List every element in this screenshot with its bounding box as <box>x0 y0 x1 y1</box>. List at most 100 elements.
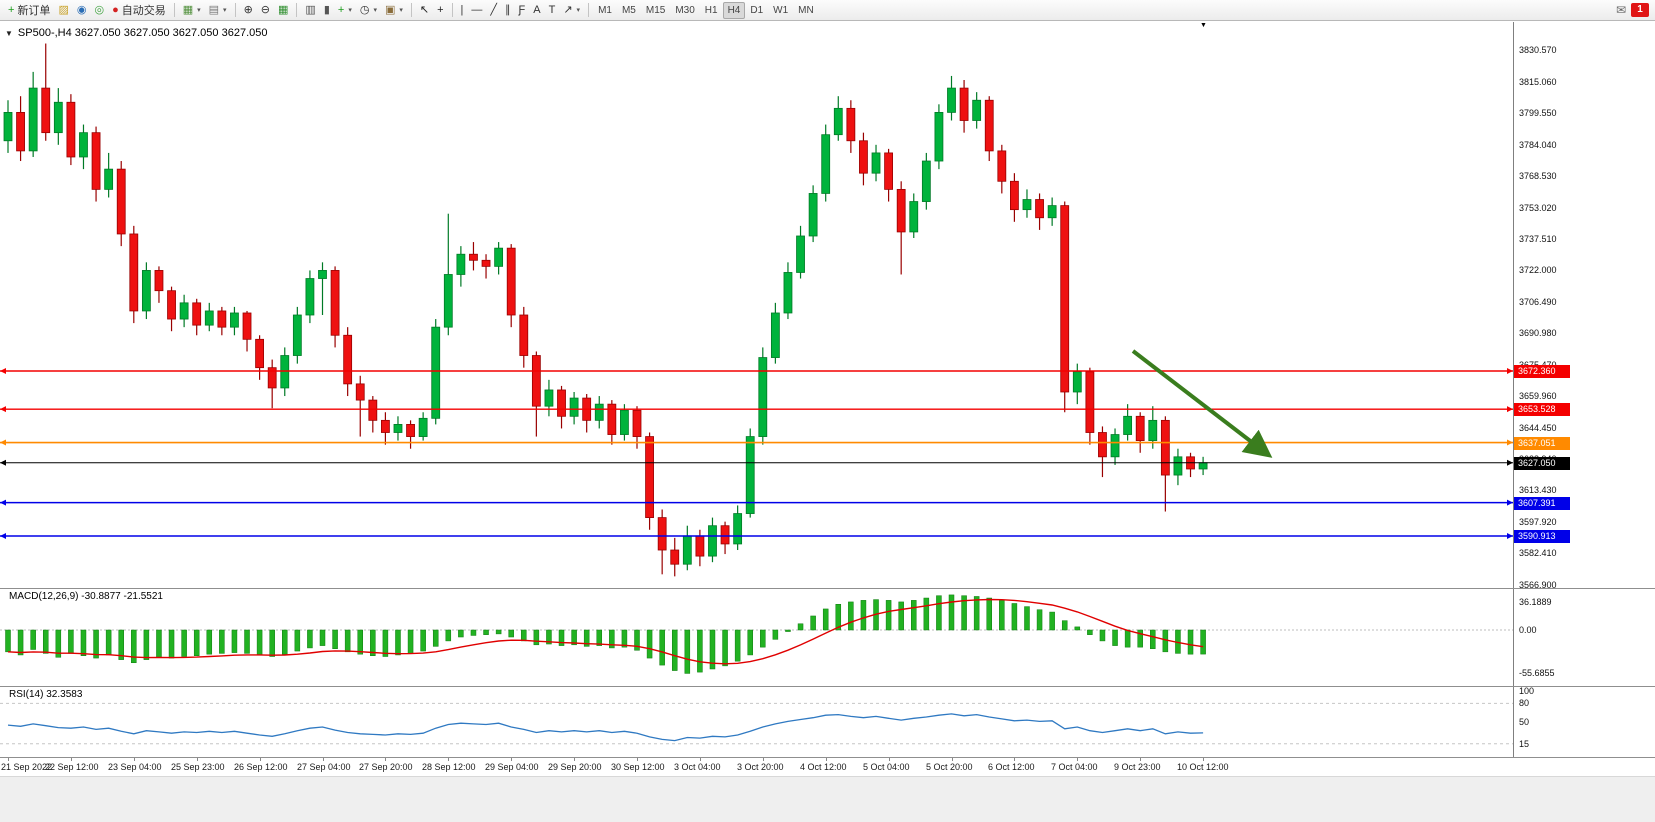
rsi-panel-divider[interactable] <box>0 686 1655 687</box>
rsi-axis-label: 15 <box>1519 739 1530 749</box>
macd-bar <box>483 629 489 635</box>
new-chart-button[interactable]: ▦ ▾ <box>179 2 205 19</box>
chevron-down-icon: ▾ <box>576 7 581 14</box>
resistance-line-1-left-end <box>0 368 6 374</box>
macd-bar <box>810 615 816 631</box>
chevron-down-icon: ▾ <box>348 7 352 14</box>
market-depth-button[interactable]: ◉ <box>73 2 91 19</box>
timeframe-m15-button[interactable]: M15 <box>645 4 666 16</box>
timeframe-d1-button[interactable]: D1 <box>750 4 764 16</box>
macd-bar <box>898 601 904 631</box>
trend-arrow[interactable] <box>1131 349 1273 458</box>
timeframe-m5-button[interactable]: M5 <box>621 4 636 16</box>
macd-bar <box>244 629 250 654</box>
pivot-line-left-end <box>0 439 6 446</box>
crosshair-button[interactable]: + <box>433 2 447 19</box>
horizontal-line-button[interactable]: — <box>467 2 486 19</box>
candle <box>255 335 265 380</box>
rsi-axis-label: 100 <box>1519 686 1535 696</box>
cursor-button[interactable]: ↖ <box>416 2 433 19</box>
candle <box>456 246 466 287</box>
candle <box>1135 412 1145 453</box>
macd-bar <box>55 629 62 658</box>
new-order-button[interactable]: + 新订单 <box>4 2 54 19</box>
fibonacci-button[interactable]: Ƒ <box>515 2 530 19</box>
period-menu-button[interactable]: ◷ ▾ <box>356 2 381 19</box>
collapse-arrow-icon[interactable]: ▼ <box>5 28 13 38</box>
candle <box>808 185 818 243</box>
macd-bar <box>143 629 150 660</box>
candle <box>104 152 114 198</box>
time-tick <box>637 758 638 761</box>
algo-trading-button[interactable]: ● 自动交易 <box>108 2 170 19</box>
timeframe-h4-button[interactable]: H4 <box>722 1 746 19</box>
macd-bar <box>68 629 74 654</box>
timeframe-m1-button[interactable]: M1 <box>598 4 612 16</box>
price-axis-label: 3753.020 <box>1519 203 1557 213</box>
vertical-line-button[interactable]: | <box>457 2 468 19</box>
time-tick <box>8 758 9 761</box>
template-menu-button[interactable]: ▣ ▾ <box>381 2 407 19</box>
candle <box>896 181 906 275</box>
algo-trading-icon: ● <box>112 3 119 16</box>
bar-chart-mode-button[interactable]: ▥ <box>301 2 319 19</box>
macd-bar <box>961 595 967 631</box>
macd-bar <box>785 629 791 632</box>
resistance-line-1-right-end <box>1507 368 1513 374</box>
chart-window-button[interactable]: ▨ <box>54 2 72 19</box>
price-axis[interactable]: 3830.570 3815.060 3799.550 3784.040 3768.530… <box>1513 22 1655 757</box>
timeframe-mn-button[interactable]: MN <box>798 4 814 16</box>
macd-title: MACD(12,26,9) <box>9 591 79 602</box>
macd-bar <box>1061 620 1068 631</box>
candle <box>796 225 805 279</box>
text-button[interactable]: A <box>529 2 544 19</box>
zoom-in-button[interactable]: ⊕ <box>240 2 257 19</box>
macd-bar <box>558 629 565 646</box>
macd-bar <box>319 629 326 646</box>
macd-bar <box>671 629 678 671</box>
arrows-tool-button[interactable]: ↗ ▾ <box>559 2 584 19</box>
candle-chart-mode-icon: ▮ <box>323 3 330 16</box>
vertical-line-icon: | <box>460 3 464 16</box>
timeframe-h1-button[interactable]: H1 <box>704 4 718 16</box>
timeframe-m30-button[interactable]: M30 <box>675 4 695 16</box>
resistance-line-2-price-tag: 3653.528 <box>1514 403 1570 416</box>
macd-bar <box>432 629 439 647</box>
macd-bar <box>5 629 11 653</box>
candle <box>1060 201 1070 413</box>
macd-bar <box>911 600 917 631</box>
tile-windows-button[interactable]: ▦ <box>274 2 292 19</box>
time-axis-label: 7 Oct 04:00 <box>1051 762 1098 772</box>
price-chart[interactable] <box>0 22 1513 757</box>
candle <box>720 521 730 555</box>
trendline-button[interactable]: ╱ <box>486 2 501 19</box>
zoom-out-icon: ⊖ <box>260 3 270 16</box>
time-axis-label: 25 Sep 23:00 <box>171 762 225 772</box>
candle <box>582 394 592 433</box>
new-chart-icon: ▦ <box>182 3 194 16</box>
chart-profiles-button[interactable]: ▤ ▾ <box>205 2 231 19</box>
sounds-button[interactable]: ◎ <box>90 2 108 19</box>
candle <box>53 88 63 145</box>
macd-bar <box>256 629 263 656</box>
zoom-in-icon: ⊕ <box>243 3 253 16</box>
mail-icon[interactable]: ✉ <box>1615 3 1626 17</box>
zoom-out-button[interactable]: ⊖ <box>257 2 274 19</box>
notification-badge[interactable]: 1 <box>1631 3 1649 17</box>
indicators-add-button[interactable]: + ▾ <box>334 2 356 19</box>
equidistant-channel-button[interactable]: ∥ <box>501 2 515 19</box>
candle <box>1148 406 1158 449</box>
timeframe-w1-button[interactable]: W1 <box>773 4 789 16</box>
candle <box>1186 452 1195 478</box>
candle <box>632 406 642 449</box>
macd-bar <box>93 629 99 659</box>
sounds-icon: ◎ <box>94 3 105 16</box>
macd-bar <box>80 629 87 656</box>
rsi-axis-label: 80 <box>1519 698 1530 708</box>
text-label-button[interactable]: T <box>545 2 560 19</box>
candle <box>380 412 390 445</box>
time-axis[interactable]: 21 Sep 2022 22 Sep 12:00 23 Sep 04:00 25 Se… <box>0 758 1655 775</box>
candle-chart-mode-button[interactable]: ▮ <box>320 2 334 19</box>
macd-panel-divider[interactable] <box>0 588 1655 589</box>
macd-bar <box>860 600 867 631</box>
